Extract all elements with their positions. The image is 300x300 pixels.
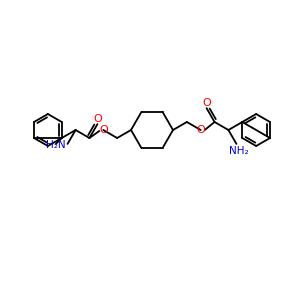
Text: H₂N: H₂N (46, 140, 65, 150)
Text: NH₂: NH₂ (229, 146, 248, 156)
Text: O: O (93, 114, 102, 124)
Text: O: O (202, 98, 211, 108)
Text: O: O (196, 125, 205, 135)
Text: O: O (99, 125, 108, 135)
